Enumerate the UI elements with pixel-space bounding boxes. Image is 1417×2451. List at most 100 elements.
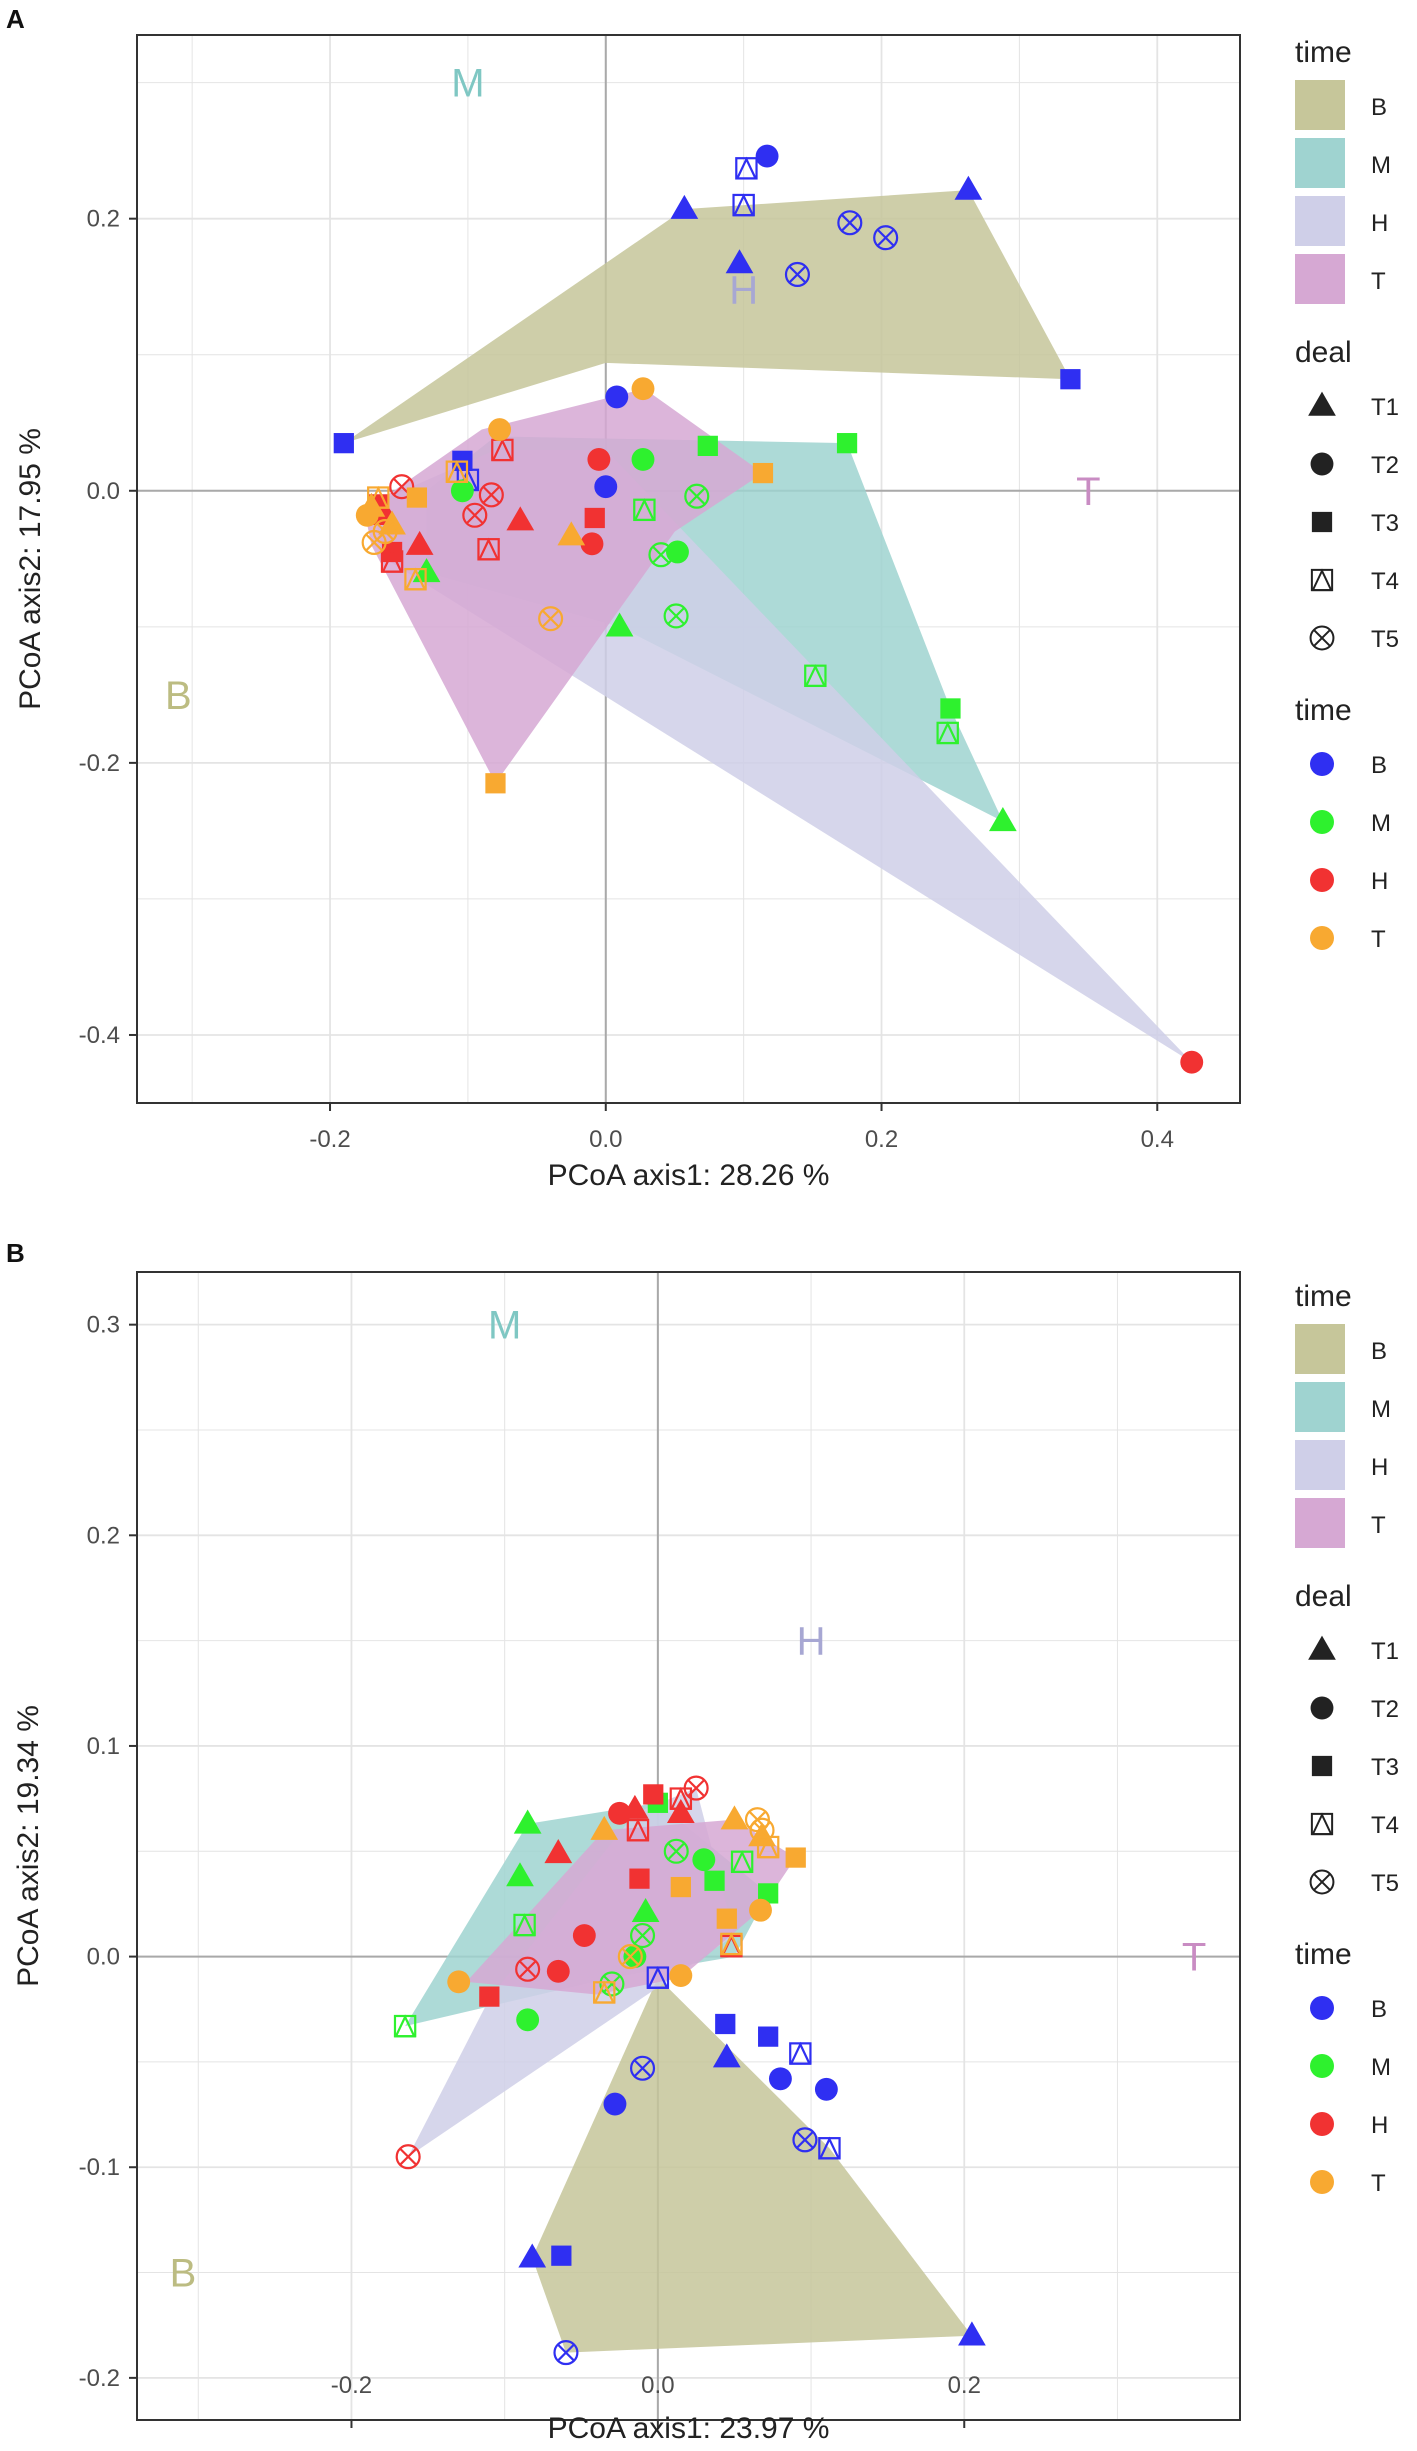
data-point-H-T2 [1180, 1050, 1204, 1074]
data-point-B-T4 [646, 1965, 670, 1989]
data-point-T-T3 [406, 487, 428, 508]
legend-shape-label-T3: T3 [1371, 510, 1399, 537]
data-point-T-T2 [355, 503, 379, 527]
data-point-B-T2 [603, 2092, 627, 2116]
data-point-B-T1 [725, 249, 754, 274]
y-tick-label: 0.0 [87, 478, 120, 505]
data-point-H-T3 [643, 1784, 664, 1805]
data-point-M-T2 [692, 1848, 716, 1872]
legend-fill-label-H: H [1371, 210, 1388, 237]
x-tick-label: 0.0 [641, 2372, 674, 2399]
legend-color-dot-B [1310, 752, 1334, 776]
legend-shape-T1 [1308, 391, 1336, 416]
panel-label-b: B [6, 1238, 25, 1268]
panel-label-a: A [6, 4, 25, 34]
y-tick-label: 0.3 [87, 1312, 120, 1339]
data-point-M-T3 [940, 698, 961, 719]
legend-shape-label-T2: T2 [1371, 452, 1399, 479]
legend-fill-swatch-M [1295, 1382, 1345, 1432]
legend-color-label-M: M [1371, 2054, 1391, 2081]
legend-color-dot-T [1310, 926, 1334, 950]
legend-fill-label-T: T [1371, 268, 1386, 295]
data-point-T-T4 [367, 485, 390, 509]
data-point-M-T3 [697, 435, 718, 456]
legend-fill-swatch-H [1295, 196, 1345, 246]
data-point-M-T5 [648, 542, 674, 568]
centroid-label-H: H [729, 268, 758, 312]
data-point-B-T1 [518, 2243, 547, 2268]
data-point-T-T2 [488, 418, 512, 441]
legend-shape-T1 [1308, 1635, 1336, 1660]
data-point-B-T5 [792, 2127, 818, 2153]
data-point-H-T2 [587, 448, 611, 471]
legend-shape-T2 [1310, 452, 1334, 476]
axes: -0.2 0.0 0.2 0.4 -0.4 -0.2 0.0 0.2 PCoA axis1: 2… [14, 206, 1174, 1192]
data-point-B-T5 [630, 2055, 656, 2081]
y-tick-label: 0.2 [87, 1522, 120, 1549]
data-point-T-T3 [785, 1847, 806, 1868]
data-point-T-T1 [590, 1815, 619, 1840]
legend-shape-label-T5: T5 [1371, 626, 1399, 653]
legend-fill-label-T: T [1371, 1512, 1386, 1539]
data-point-B-T1 [958, 2321, 986, 2346]
data-point-B-T1 [954, 175, 983, 200]
legend-shape-label-T1: T1 [1371, 394, 1399, 421]
data-point-M-T2 [623, 1945, 647, 1969]
data-point-M-T2 [516, 2008, 540, 2032]
legend-color-dot-T [1310, 2170, 1334, 2194]
data-point-T-T3 [670, 1876, 691, 1898]
data-point-M-T1 [506, 1862, 534, 1887]
legend-fill-title: time [1295, 36, 1352, 69]
centroid-label-H: H [797, 1620, 826, 1664]
data-point-B-T3 [1060, 369, 1081, 390]
y-tick-label: -0.2 [79, 2365, 120, 2392]
data-point-B-T5 [784, 261, 810, 287]
data-point-M-T3 [836, 433, 858, 454]
x-axis-label: PCoA axis1: 28.26 % [548, 1159, 830, 1192]
data-point-T-T1 [557, 521, 586, 546]
plot-border [136, 34, 1241, 1104]
legend-shape-T5 [1309, 625, 1335, 651]
legend-color-label-B: B [1371, 1996, 1387, 2023]
legend-color-title: time [1295, 1938, 1352, 1971]
legend-color-dot-B [1310, 1996, 1334, 2020]
legend-shape-T4 [1310, 1812, 1334, 1836]
hull-B [532, 1977, 972, 2353]
data-point-M-T4 [633, 498, 656, 522]
legend-shape-title: deal [1295, 1580, 1352, 1613]
data-point-M-T5 [663, 603, 689, 629]
hull-B [343, 190, 1071, 444]
legend-fill-label-M: M [1371, 152, 1391, 179]
legend-color-label-H: H [1371, 868, 1388, 895]
data-point-B-T5 [873, 225, 899, 251]
data-point-M-T4 [393, 2014, 417, 2038]
data-point-H-T3 [629, 1868, 650, 1889]
y-tick-label: -0.1 [79, 2154, 120, 2181]
y-tick-label: -0.2 [79, 750, 120, 777]
legend-color-label-T: T [1371, 2170, 1386, 2197]
data-point-B-T4 [735, 156, 758, 180]
plot-border [136, 1271, 1241, 2421]
data-point-B-T3 [333, 433, 354, 454]
legend-panel-b: time deal time B M H T T1 T2 T3 T4 T5 B M H T [1295, 1280, 1399, 2197]
x-axis-label: PCoA axis1: 23.97 % [548, 2412, 830, 2445]
legend-fill-swatch-H [1295, 1440, 1345, 1490]
data-point-H-T4 [477, 537, 500, 561]
data-point-T-T5 [372, 519, 398, 545]
data-point-H-T2 [546, 1959, 570, 1983]
data-point-T-T2 [631, 377, 655, 401]
data-point-H-T2 [608, 1801, 632, 1825]
data-point-B-T2 [814, 2077, 838, 2101]
data-point-T-T1 [720, 1805, 749, 1830]
data-point-B-T3 [715, 2013, 736, 2035]
legend-color-title: time [1295, 694, 1352, 727]
data-point-H-T5 [683, 1775, 709, 1801]
centroid-label-T: T [1182, 1936, 1206, 1980]
data-point-T-T5 [538, 606, 564, 632]
centroid-label-M: M [488, 1304, 521, 1348]
x-tick-label: 0.2 [948, 2372, 981, 2399]
centroid-label-M: M [451, 62, 484, 106]
x-tick-label: -0.2 [331, 2372, 372, 2399]
data-point-T-T3 [752, 462, 774, 484]
